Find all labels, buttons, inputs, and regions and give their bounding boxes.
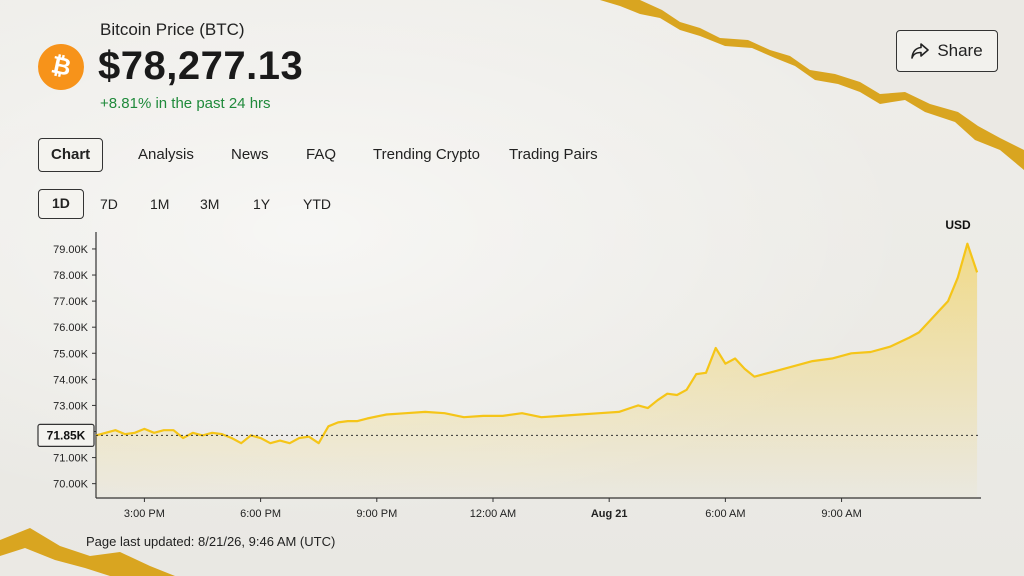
y-tick-label: 76.00K xyxy=(53,322,89,334)
y-tick-label: 70.00K xyxy=(53,479,89,491)
currency-label: USD xyxy=(945,218,971,232)
price-line xyxy=(95,242,979,445)
tab-trading-pairs[interactable]: Trading Pairs xyxy=(509,146,598,163)
range-ytd[interactable]: YTD xyxy=(303,196,331,212)
y-tick-label: 71.00K xyxy=(53,453,89,465)
share-button-label: Share xyxy=(937,41,983,60)
range-1d[interactable]: 1D xyxy=(38,189,84,219)
range-1y[interactable]: 1Y xyxy=(253,196,271,212)
tab-trending-crypto[interactable]: Trending Crypto xyxy=(373,146,480,163)
reference-price-box xyxy=(37,423,95,448)
y-tick-label: 74.00K xyxy=(53,374,89,386)
tab-chart[interactable]: Chart xyxy=(38,138,104,172)
y-tick-label: 77.00K xyxy=(53,296,89,308)
x-tick-label: 3:00 PM xyxy=(124,508,165,520)
y-tick-label: 75.00K xyxy=(53,348,89,360)
x-tick-label: Aug 21 xyxy=(591,508,628,520)
y-tick-label: 78.00K xyxy=(53,270,89,282)
range-1m[interactable]: 1M xyxy=(150,196,170,212)
x-tick-label: 9:00 PM xyxy=(356,508,397,520)
tab-news[interactable]: News xyxy=(231,146,269,163)
x-tick-label: 6:00 AM xyxy=(705,508,745,520)
x-tick-label: 6:00 PM xyxy=(240,508,281,520)
y-tick-label: 73.00K xyxy=(53,400,89,412)
x-tick-label: 12:00 AM xyxy=(470,508,516,520)
last-updated-text: Page last updated: 8/21/26, 9:46 AM (UTC… xyxy=(86,534,336,549)
tab-analysis[interactable]: Analysis xyxy=(138,146,194,163)
coin-title: Bitcoin Price (BTC) xyxy=(100,20,245,39)
range-3m[interactable]: 3M xyxy=(200,196,220,212)
share-arrow-icon xyxy=(911,43,930,59)
reference-price-label: 71.85K xyxy=(47,428,86,442)
price-change-24h: +8.81% in the past 24 hrs xyxy=(100,95,271,112)
range-7d[interactable]: 7D xyxy=(100,196,118,212)
tab-faq[interactable]: FAQ xyxy=(306,146,337,163)
current-price: $78,277.13 xyxy=(98,44,304,88)
y-tick-label: 79.00K xyxy=(53,244,89,256)
chart-plot-area xyxy=(95,242,981,498)
x-tick-label: 9:00 AM xyxy=(821,508,861,520)
chart-labels: 70.00K71.00K72.00K73.00K74.00K75.00K76.0… xyxy=(37,218,971,520)
share-button[interactable]: Share xyxy=(896,30,998,72)
price-area-fill xyxy=(96,243,978,498)
